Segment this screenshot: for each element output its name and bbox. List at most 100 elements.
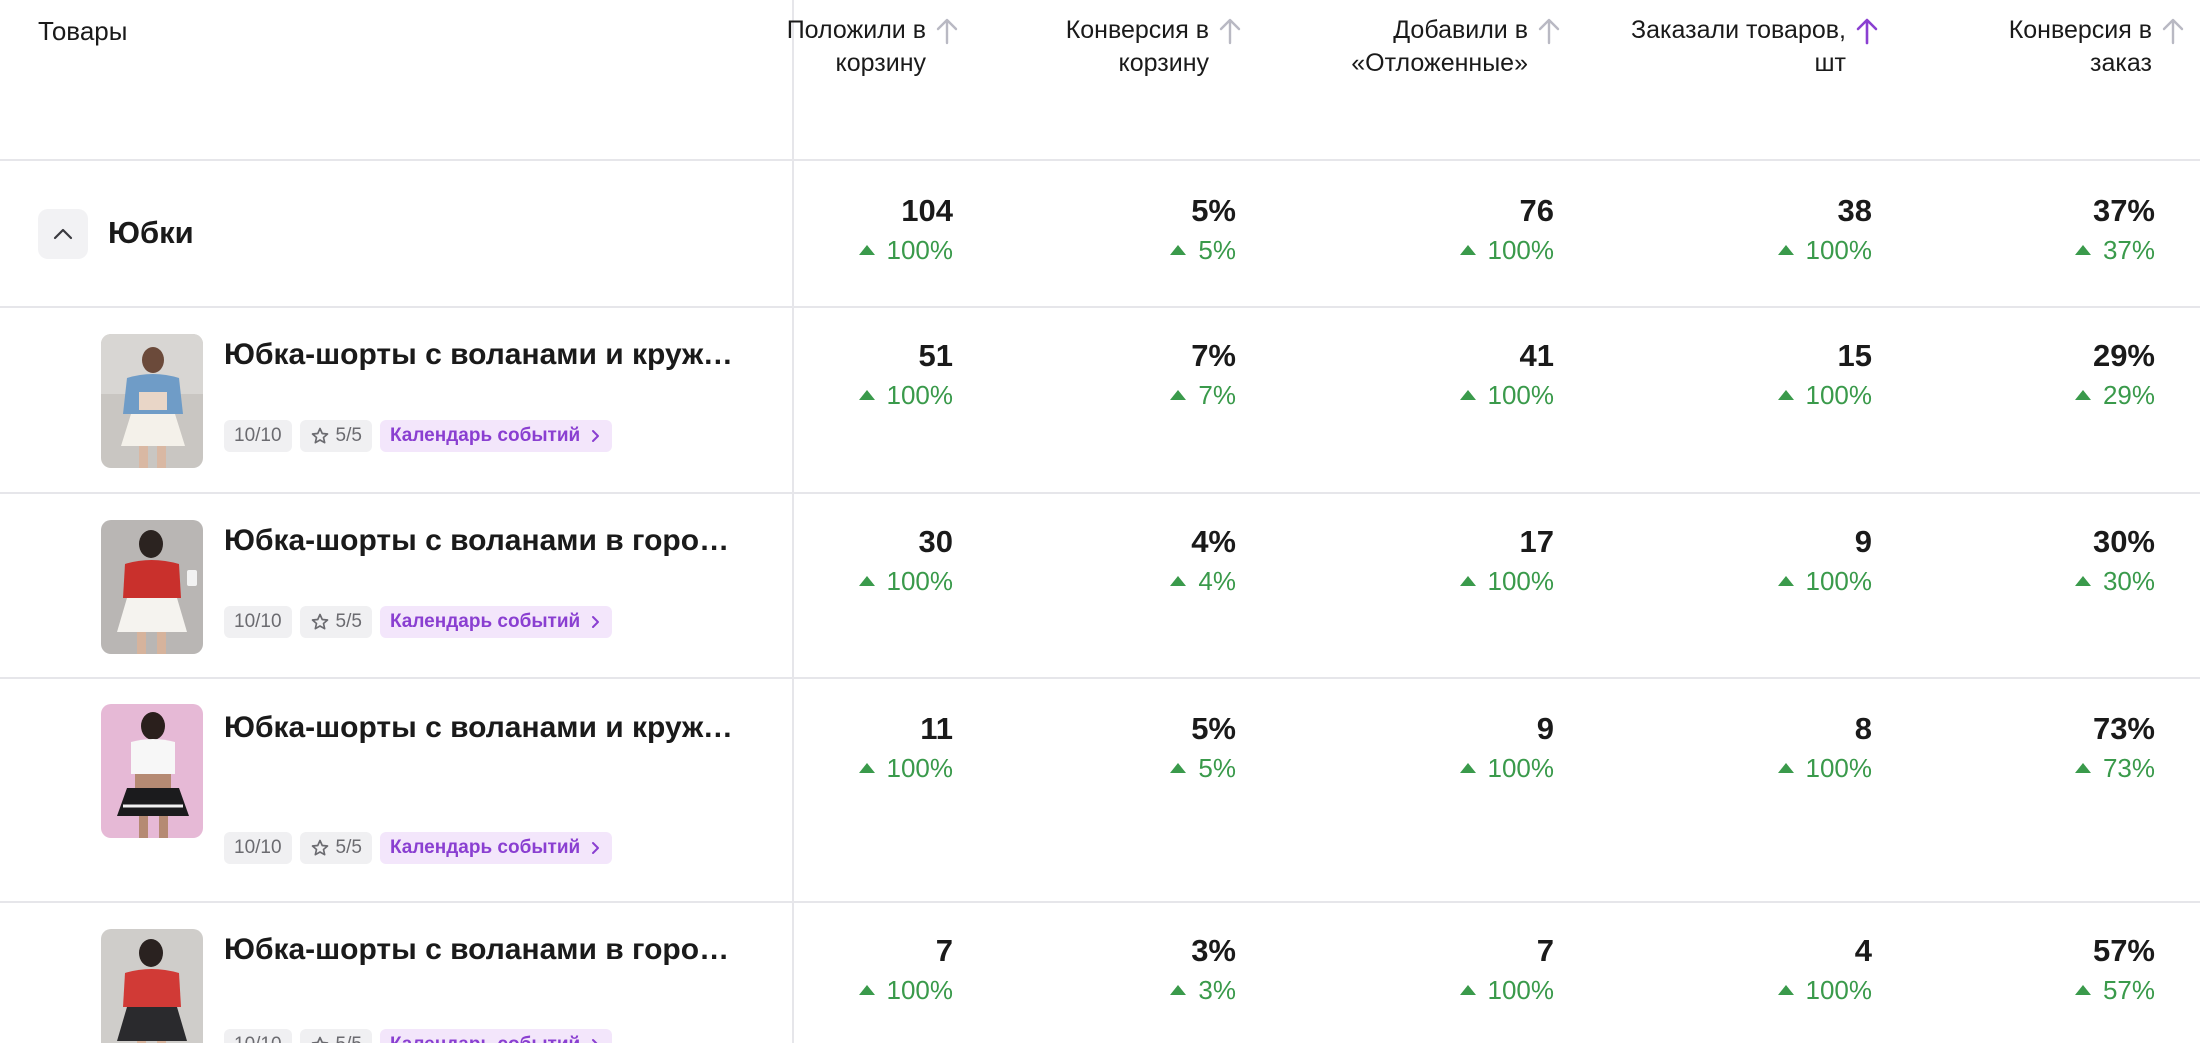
product-image[interactable] <box>101 929 203 1043</box>
product-image[interactable] <box>101 520 203 654</box>
column-header-added-to-favorites[interactable]: Добавили в «Отложенные» <box>1351 14 1564 80</box>
stars-badge: 5/5 <box>299 832 372 864</box>
event-calendar-link[interactable]: Календарь событий <box>379 832 613 864</box>
trend-up-icon <box>1777 390 1794 400</box>
rating-count-badge: 10/10 <box>224 832 292 864</box>
star-outline-icon <box>311 839 328 856</box>
metric-cell: 7 100% <box>858 933 953 1007</box>
column-header-order-conversion[interactable]: Конверсия в заказ <box>2009 14 2188 80</box>
trend-up-icon <box>858 763 875 773</box>
trend-up-icon <box>2074 390 2091 400</box>
metric-value: 17 <box>1519 524 1554 559</box>
metric-cell: 30 100% <box>858 524 953 598</box>
trend-up-icon <box>858 390 875 400</box>
trend-up-icon <box>1170 576 1187 586</box>
product-name[interactable]: Юбка-шорты с воланами в горошек <box>224 524 744 557</box>
product-name[interactable]: Юбка-шорты с воланами и кружев... <box>224 711 744 744</box>
event-calendar-link[interactable]: Календарь событий <box>379 1029 613 1043</box>
metric-value: 4 <box>1854 933 1872 968</box>
star-outline-icon <box>311 613 328 630</box>
table-header: Товары Положили в корзину Конверсия в корз… <box>0 0 2200 161</box>
chevron-right-icon <box>592 616 600 628</box>
column-header-line2: корзину <box>1118 49 1209 77</box>
group-row: Юбки 104 100% 5% 5% 76 100% 38 100% 37% … <box>0 161 2200 308</box>
column-header-line2: «Отложенные» <box>1351 49 1528 77</box>
sort-arrow-up-icon-active[interactable] <box>1852 16 1882 46</box>
trend-up-icon <box>858 245 875 255</box>
product-row[interactable]: Юбка-шорты с воланами в горошек 10/10 5/… <box>0 903 2200 1043</box>
metric-delta: 100% <box>1805 380 1873 410</box>
metric-value: 9 <box>1536 711 1554 746</box>
trend-up-icon <box>2074 763 2091 773</box>
metric-delta: 5% <box>1198 753 1236 783</box>
metric-value: 7 <box>1536 933 1554 968</box>
metric-cell: 4% 4% <box>1170 524 1236 598</box>
metric-value: 9 <box>1854 524 1872 559</box>
sort-arrow-up-icon[interactable] <box>2158 16 2188 46</box>
column-header-ordered-items[interactable]: Заказали товаров, шт <box>1631 14 1882 80</box>
trend-up-icon <box>2074 576 2091 586</box>
metric-cell: 3% 3% <box>1170 933 1236 1007</box>
product-image[interactable] <box>101 704 203 838</box>
metric-delta: 5% <box>1198 235 1236 265</box>
sort-arrow-up-icon[interactable] <box>1215 16 1245 46</box>
product-row[interactable]: Юбка-шорты с воланами в горошек 10/10 5/… <box>0 494 2200 679</box>
star-outline-icon <box>311 1036 328 1043</box>
metric-delta: 100% <box>1487 753 1555 783</box>
metric-value: 51 <box>918 338 953 373</box>
trend-up-icon <box>2074 985 2091 995</box>
metric-delta: 73% <box>2102 753 2155 783</box>
sort-arrow-up-icon[interactable] <box>932 16 962 46</box>
metric-cell: 51 100% <box>858 338 953 412</box>
product-tags: 10/10 5/5 Календарь событий <box>224 606 613 638</box>
metric-value: 73% <box>2092 711 2155 746</box>
metric-value: 30 <box>918 524 953 559</box>
rating-count-badge: 10/10 <box>224 1029 292 1043</box>
metric-value: 41 <box>1519 338 1554 373</box>
product-image[interactable] <box>101 334 203 468</box>
metric-cell: 37% 37% <box>2074 193 2155 267</box>
metric-cell: 4 100% <box>1777 933 1872 1007</box>
metric-cell: 38 100% <box>1777 193 1873 267</box>
metric-value: 5% <box>1191 193 1236 228</box>
metric-delta: 100% <box>1805 235 1873 265</box>
metric-cell: 57% 57% <box>2074 933 2155 1007</box>
metric-delta: 57% <box>2102 975 2155 1005</box>
sort-arrow-up-icon[interactable] <box>1534 16 1564 46</box>
metric-delta: 4% <box>1198 566 1236 596</box>
product-name[interactable]: Юбка-шорты с воланами и кружев... <box>224 338 744 371</box>
metric-cell: 73% 73% <box>2074 711 2155 785</box>
product-row[interactable]: Юбка-шорты с воланами и кружев... 10/10 … <box>0 679 2200 903</box>
metric-value: 3% <box>1191 933 1236 968</box>
column-header-line2: корзину <box>835 49 926 77</box>
trend-up-icon <box>858 576 875 586</box>
trend-up-icon <box>1170 985 1187 995</box>
product-name[interactable]: Юбка-шорты с воланами в горошек <box>224 933 744 966</box>
product-row[interactable]: Юбка-шорты с воланами и кружев... 10/10 … <box>0 308 2200 494</box>
product-tags: 10/10 5/5 Календарь событий <box>224 832 613 864</box>
metric-value: 7% <box>1191 338 1236 373</box>
column-header-cart-conversion[interactable]: Конверсия в корзину <box>1066 14 1245 80</box>
metric-value: 30% <box>2092 524 2155 559</box>
trend-up-icon <box>1170 763 1187 773</box>
rating-count-badge: 10/10 <box>224 420 292 452</box>
event-calendar-link[interactable]: Календарь событий <box>379 420 613 452</box>
metric-value: 38 <box>1837 193 1872 228</box>
product-tags: 10/10 5/5 Календарь событий <box>224 420 613 452</box>
trend-up-icon <box>1459 985 1476 995</box>
group-collapse-button[interactable] <box>38 209 88 259</box>
metric-delta: 100% <box>1487 235 1555 265</box>
products-column-header: Товары <box>38 16 128 46</box>
event-calendar-link[interactable]: Календарь событий <box>379 606 613 638</box>
group-title: Юбки <box>108 215 194 250</box>
metric-delta: 30% <box>2102 566 2155 596</box>
stars-value: 5/5 <box>335 425 362 446</box>
metric-cell: 41 100% <box>1459 338 1554 412</box>
stars-badge: 5/5 <box>299 420 372 452</box>
trend-up-icon <box>2074 245 2091 255</box>
column-header-added-to-cart[interactable]: Положили в корзину <box>787 14 962 80</box>
chevron-right-icon <box>592 842 600 854</box>
metric-delta: 37% <box>2102 235 2155 265</box>
event-calendar-label: Календарь событий <box>389 837 581 858</box>
